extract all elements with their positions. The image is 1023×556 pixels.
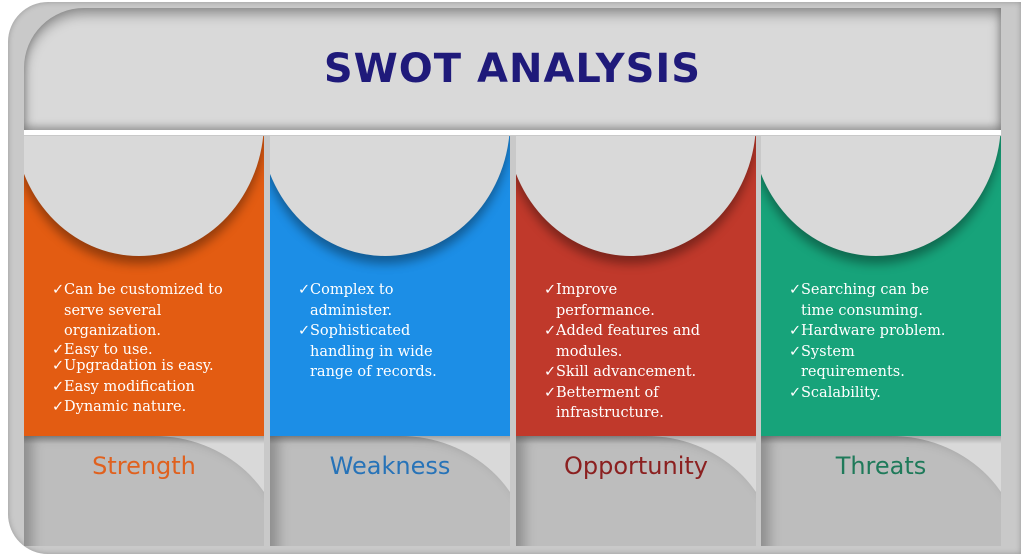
- check-icon: ✓: [544, 364, 557, 380]
- swot-column-threats: ✓ Searching can be time consuming. ✓ Hardw…: [761, 136, 1001, 546]
- column-shadow: [761, 436, 1001, 444]
- list-item-text: Easy modification: [64, 378, 195, 395]
- column-shadow: [24, 436, 264, 444]
- check-icon: ✓: [544, 323, 557, 339]
- weakness-label: Weakness: [329, 452, 451, 480]
- swot-column-weakness: ✓ Complex to administer. ✓ Sophisticated h…: [270, 136, 510, 546]
- list-item-text: System requirements.: [801, 343, 905, 381]
- opportunity-label: Opportunity: [563, 452, 709, 480]
- list-item: ✓ Skill advancement.: [544, 362, 714, 383]
- list-item: ✓ Upgradation is easy.: [52, 358, 252, 374]
- column-scoop: [761, 436, 1001, 546]
- check-icon: ✓: [789, 384, 802, 401]
- column-shadow: [516, 436, 756, 444]
- check-icon: ✓: [52, 282, 65, 298]
- column-scoop: [270, 436, 510, 546]
- list-item-text: Scalability.: [801, 384, 881, 401]
- column-shadow: [270, 436, 510, 444]
- list-item-text: Complex to administer.: [310, 282, 394, 319]
- list-item-text: Improve performance.: [556, 282, 655, 319]
- list-item-text: Can be customized to serve several organ…: [64, 282, 223, 339]
- column-scoop: [516, 436, 756, 546]
- column-scoop: [24, 436, 264, 546]
- list-item: ✓ System requirements.: [789, 342, 954, 383]
- strength-label: Strength: [92, 452, 196, 480]
- list-item: ✓ Can be customized to serve several orga…: [52, 280, 252, 342]
- weakness-list: ✓ Complex to administer. ✓ Sophisticated h…: [298, 280, 448, 383]
- list-item: ✓ Searching can be time consuming.: [789, 280, 954, 321]
- check-icon: ✓: [789, 282, 802, 298]
- check-icon: ✓: [789, 343, 802, 360]
- opportunity-list: ✓ Improve performance. ✓ Added features an…: [544, 280, 714, 424]
- list-item-text: Easy to use.: [64, 341, 153, 358]
- list-item-text: Added features and modules.: [556, 323, 701, 360]
- check-icon: ✓: [52, 357, 65, 374]
- check-icon: ✓: [544, 282, 557, 298]
- list-item-text: Betterment of infrastructure.: [556, 384, 664, 422]
- banner-divider: [24, 130, 1001, 135]
- strength-list: ✓ Can be customized to serve several orga…: [52, 280, 252, 418]
- threats-label: Threats: [835, 452, 927, 480]
- check-icon: ✓: [52, 341, 65, 358]
- list-item: ✓ Betterment of infrastructure.: [544, 383, 714, 424]
- check-icon: ✓: [544, 384, 557, 401]
- list-item-text: Dynamic nature.: [64, 399, 187, 415]
- list-item-text: Sophisticated handling in wide range of …: [310, 323, 437, 380]
- title-banner: SWOT ANALYSIS: [24, 8, 1001, 130]
- list-item: ✓ Easy modification: [52, 377, 252, 398]
- list-item-text: Upgradation is easy.: [64, 357, 214, 374]
- swot-column-opportunity: ✓ Improve performance. ✓ Added features an…: [516, 136, 756, 546]
- check-icon: ✓: [52, 399, 65, 415]
- list-item: ✓ Improve performance.: [544, 280, 714, 321]
- list-item: ✓ Dynamic nature.: [52, 397, 252, 418]
- list-item: ✓ Sophisticated handling in wide range of…: [298, 321, 448, 383]
- check-icon: ✓: [52, 378, 65, 395]
- list-item: ✓ Easy to use.: [52, 342, 252, 358]
- swot-column-strength: ✓ Can be customized to serve several orga…: [24, 136, 264, 546]
- list-item: ✓ Complex to administer.: [298, 280, 448, 321]
- check-icon: ✓: [298, 282, 311, 298]
- check-icon: ✓: [298, 323, 311, 339]
- list-item: ✓ Scalability.: [789, 383, 954, 404]
- list-item: ✓ Added features and modules.: [544, 321, 714, 362]
- threats-list: ✓ Searching can be time consuming. ✓ Hardw…: [789, 280, 954, 403]
- list-item-text: Hardware problem.: [801, 323, 946, 339]
- list-item-text: Skill advancement.: [556, 364, 697, 380]
- page-title: SWOT ANALYSIS: [323, 46, 702, 92]
- list-item: ✓ Hardware problem.: [789, 321, 954, 342]
- list-item-text: Searching can be time consuming.: [801, 282, 929, 319]
- check-icon: ✓: [789, 323, 802, 339]
